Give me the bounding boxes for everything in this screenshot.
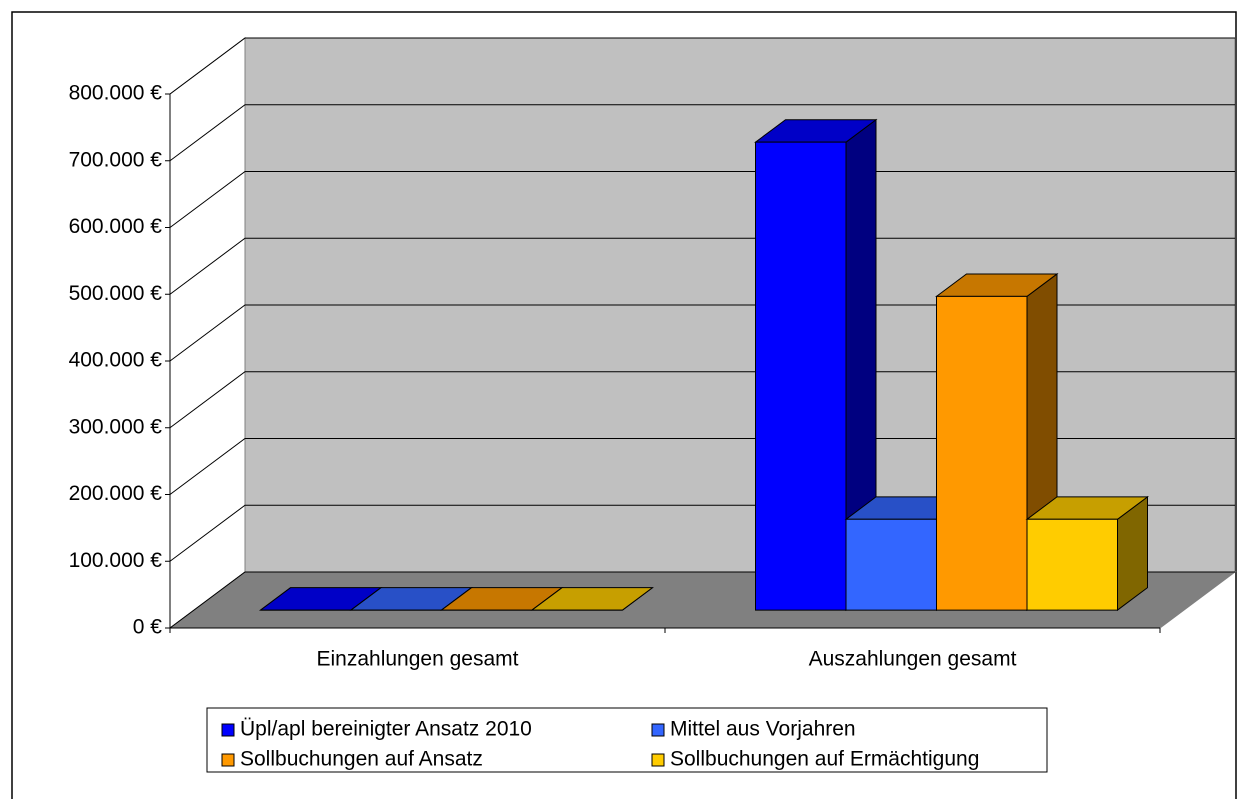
grid-line	[169, 304, 1235, 362]
y-tick-label: 300.000 €	[69, 415, 163, 438]
legend-swatch	[651, 753, 665, 767]
legend-swatch	[651, 723, 665, 737]
x-tick-label: Auszahlungen gesamt	[809, 648, 1017, 671]
grid-line	[169, 171, 1235, 228]
legend	[206, 707, 1048, 773]
grid-line	[169, 438, 1235, 495]
bar-front	[755, 141, 847, 611]
grid-line	[169, 104, 1235, 162]
grid-line	[169, 237, 1235, 295]
legend-swatch	[221, 723, 235, 737]
bar	[1025, 495, 1150, 612]
legend-label: Sollbuchungen auf Ansatz	[240, 748, 483, 771]
legend-label: Üpl/apl bereinigter Ansatz 2010	[240, 718, 532, 741]
bar-front	[936, 295, 1028, 611]
legend-label: Mittel aus Vorjahren	[670, 718, 856, 741]
y-tick-label: 500.000 €	[69, 282, 163, 305]
legend-swatch	[221, 753, 235, 767]
y-tick-label: 600.000 €	[69, 215, 163, 238]
y-tick-label: 400.000 €	[69, 349, 163, 372]
bar	[349, 587, 474, 611]
bar	[530, 587, 655, 611]
bar	[753, 118, 878, 612]
y-tick-label: 0 €	[133, 616, 163, 639]
grid-line	[169, 37, 1235, 95]
y-tick-label: 100.000 €	[69, 549, 163, 572]
grid-line	[169, 371, 1235, 429]
legend-label: Sollbuchungen auf Ermächtigung	[670, 748, 979, 771]
y-tick-label: 200.000 €	[69, 482, 163, 505]
bar-front	[1026, 518, 1118, 611]
y-tick-label: 800.000 €	[69, 82, 163, 105]
y-tick-label: 700.000 €	[69, 148, 163, 171]
bar-front	[845, 518, 937, 611]
x-tick-label: Einzahlungen gesamt	[317, 648, 519, 671]
